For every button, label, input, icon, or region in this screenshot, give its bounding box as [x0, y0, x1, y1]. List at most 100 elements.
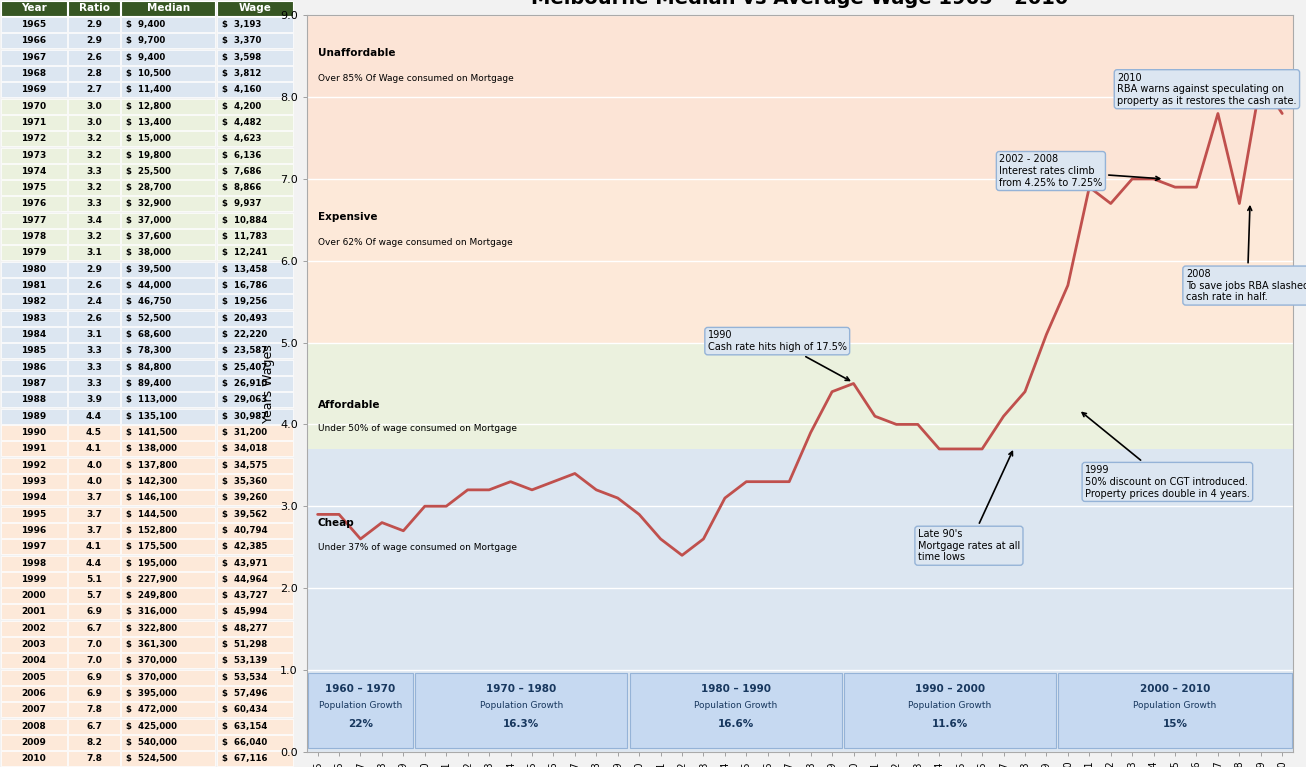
Text: $  29,063: $ 29,063 [222, 395, 268, 404]
Text: 1968: 1968 [21, 69, 46, 78]
Text: Affordable: Affordable [317, 400, 380, 410]
Y-axis label: Years Wages: Years Wages [261, 344, 274, 423]
Text: $  4,482: $ 4,482 [222, 118, 261, 127]
Text: 4.5: 4.5 [86, 428, 102, 437]
Bar [217, 376, 293, 391]
Bar [217, 637, 293, 652]
Text: 1993: 1993 [21, 477, 47, 486]
Bar [121, 588, 215, 603]
Text: $  135,100: $ 135,100 [127, 412, 178, 420]
Text: 22%: 22% [347, 719, 374, 729]
Text: $  22,220: $ 22,220 [222, 330, 268, 339]
Text: $  4,160: $ 4,160 [222, 85, 261, 94]
Text: 2.9: 2.9 [86, 36, 102, 45]
Bar [68, 752, 120, 766]
Bar [1, 653, 67, 668]
Bar [217, 360, 293, 375]
Text: Expensive: Expensive [317, 212, 377, 222]
Bar [121, 66, 215, 81]
Bar [1, 278, 67, 293]
Bar [1, 506, 67, 522]
Bar [121, 604, 215, 620]
Bar [217, 82, 293, 97]
Bar [121, 278, 215, 293]
Bar [121, 572, 215, 587]
Bar [121, 425, 215, 440]
Bar [217, 653, 293, 668]
Bar [1, 490, 67, 505]
Text: $  78,300: $ 78,300 [127, 347, 171, 355]
Text: $  3,598: $ 3,598 [222, 53, 261, 61]
Bar [121, 131, 215, 146]
Bar [217, 686, 293, 701]
Text: $  37,600: $ 37,600 [127, 232, 171, 241]
Bar [844, 673, 1057, 749]
Bar [121, 262, 215, 277]
Text: 3.0: 3.0 [86, 118, 102, 127]
Text: 3.2: 3.2 [86, 232, 102, 241]
Text: 3.3: 3.3 [86, 347, 102, 355]
Bar [121, 344, 215, 358]
Bar [68, 458, 120, 472]
Bar [68, 572, 120, 587]
Bar [308, 673, 413, 749]
Text: 4.4: 4.4 [86, 412, 102, 420]
Bar [121, 376, 215, 391]
Bar [217, 33, 293, 48]
Bar [121, 637, 215, 652]
Bar [1, 196, 67, 212]
Text: $  84,800: $ 84,800 [127, 363, 171, 372]
Text: 1986: 1986 [21, 363, 46, 372]
Text: 3.3: 3.3 [86, 363, 102, 372]
Text: $  43,727: $ 43,727 [222, 591, 268, 600]
Bar [121, 752, 215, 766]
Text: 2007: 2007 [21, 706, 46, 714]
Text: $  370,000: $ 370,000 [127, 673, 178, 682]
Text: $  144,500: $ 144,500 [127, 509, 178, 518]
Text: Population Growth: Population Growth [479, 701, 563, 710]
Text: $  113,000: $ 113,000 [127, 395, 178, 404]
Bar [68, 490, 120, 505]
Bar [217, 1, 293, 15]
Bar [1, 99, 67, 114]
Bar [68, 295, 120, 309]
Bar [1, 752, 67, 766]
Text: $  11,783: $ 11,783 [222, 232, 268, 241]
Text: 3.7: 3.7 [86, 493, 102, 502]
Bar [121, 735, 215, 750]
Text: 4.0: 4.0 [86, 461, 102, 469]
Bar [217, 735, 293, 750]
Text: $  9,700: $ 9,700 [127, 36, 166, 45]
Bar [217, 131, 293, 146]
Text: Population Growth: Population Growth [319, 701, 402, 710]
Bar [307, 343, 1293, 449]
Bar [1, 311, 67, 326]
Text: 1982: 1982 [21, 298, 46, 306]
Bar [68, 360, 120, 375]
Text: $  13,458: $ 13,458 [222, 265, 268, 274]
Text: $  31,200: $ 31,200 [222, 428, 266, 437]
Bar [121, 458, 215, 472]
Bar [68, 555, 120, 571]
Text: Over 62% Of wage consumed on Mortgage: Over 62% Of wage consumed on Mortgage [317, 238, 512, 247]
Text: $  12,241: $ 12,241 [222, 249, 268, 258]
Bar [68, 588, 120, 603]
Text: 6.9: 6.9 [86, 607, 102, 617]
Text: 1967: 1967 [21, 53, 47, 61]
Bar [1, 82, 67, 97]
Bar [1058, 673, 1292, 749]
Bar [217, 196, 293, 212]
Text: $  30,987: $ 30,987 [222, 412, 268, 420]
Bar [121, 212, 215, 228]
Bar [1, 376, 67, 391]
Text: 2.6: 2.6 [86, 53, 102, 61]
Text: $  10,884: $ 10,884 [222, 216, 268, 225]
Bar [1, 360, 67, 375]
Bar [217, 245, 293, 261]
Text: $  8,866: $ 8,866 [222, 183, 261, 193]
Bar [217, 670, 293, 685]
Bar [217, 703, 293, 717]
Text: 1999: 1999 [21, 574, 47, 584]
Text: 1975: 1975 [21, 183, 47, 193]
Text: 1980: 1980 [21, 265, 46, 274]
